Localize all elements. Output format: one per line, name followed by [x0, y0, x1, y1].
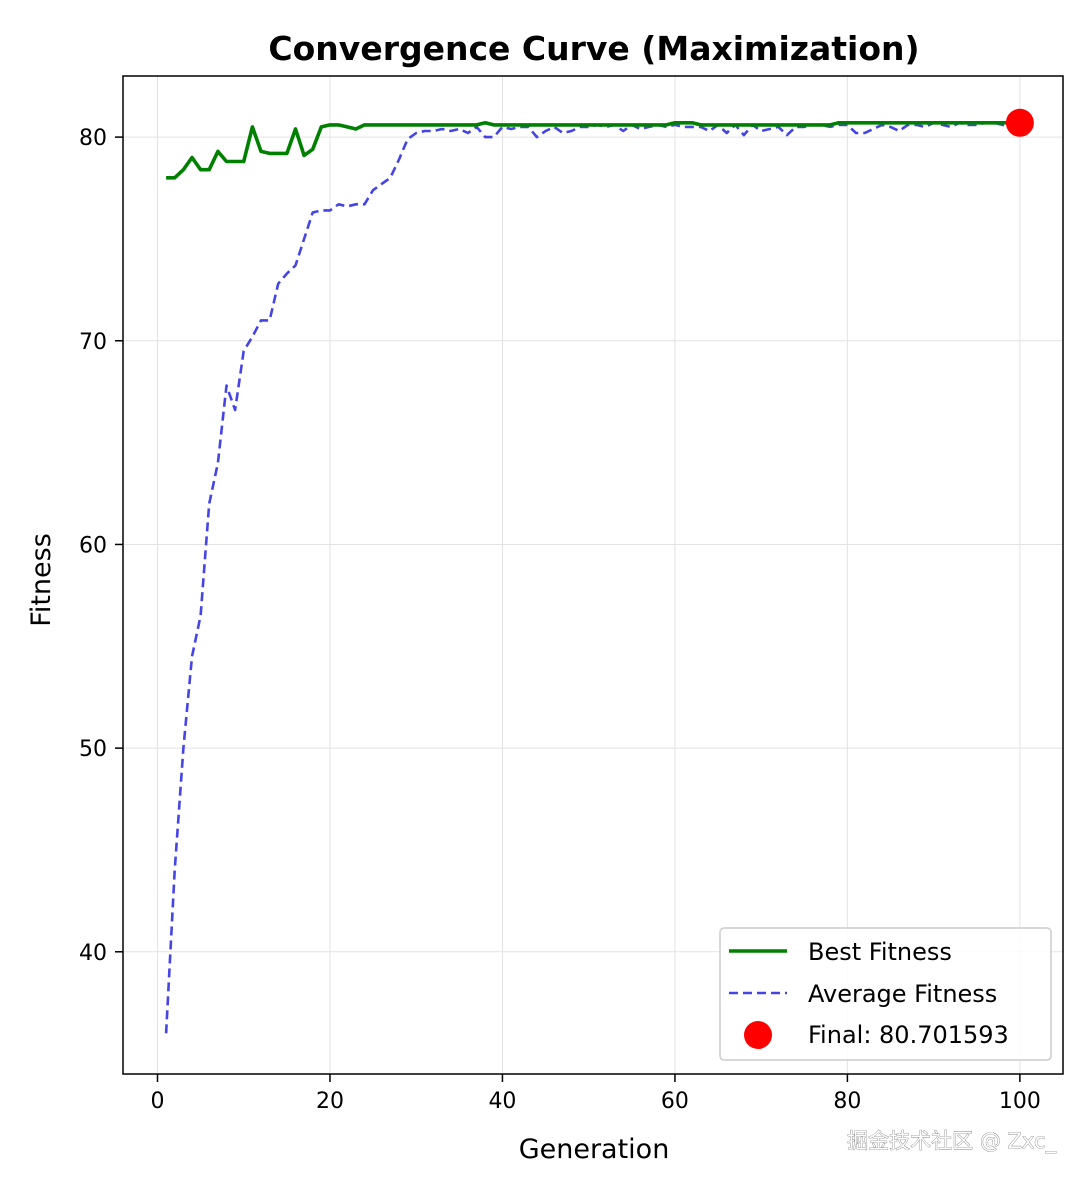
- x-axis-label: Generation: [519, 1134, 670, 1165]
- legend-label-average-fitness: Average Fitness: [808, 980, 997, 1008]
- y-tick-label: 50: [79, 737, 107, 762]
- legend-label-best-fitness: Best Fitness: [808, 938, 952, 966]
- y-tick-label: 60: [79, 533, 107, 558]
- y-axis-ticks: 40 50 60 70 80: [79, 126, 123, 966]
- series-line-average-fitness: [164, 121, 1021, 1034]
- final-point-marker: [1005, 108, 1034, 137]
- x-tick-label: 40: [488, 1089, 516, 1114]
- y-tick-label: 80: [79, 126, 107, 151]
- x-tick-label: 0: [150, 1089, 164, 1114]
- grid-lines: [123, 76, 1063, 1074]
- y-tick-label: 70: [79, 330, 107, 355]
- series-line-best-fitness: [166, 121, 1020, 180]
- legend-swatch-final-marker: [744, 1021, 772, 1049]
- x-tick-label: 20: [316, 1089, 344, 1114]
- y-axis-label: Fitness: [26, 533, 57, 627]
- legend: Best Fitness Average Fitness Final: 80.7…: [719, 927, 1052, 1061]
- x-tick-label: 80: [833, 1089, 861, 1114]
- y-tick-label: 40: [79, 941, 107, 966]
- x-tick-label: 100: [999, 1089, 1041, 1114]
- legend-label-final: Final: 80.701593: [808, 1021, 1009, 1049]
- legend-box: [719, 927, 1052, 1061]
- plot-frame: [122, 75, 1064, 1075]
- x-tick-label: 60: [661, 1089, 689, 1114]
- chart-title: Convergence Curve (Maximization): [268, 29, 919, 68]
- x-axis-ticks: 0 20 40 60 80 100: [150, 1074, 1041, 1114]
- plot-series: [164, 108, 1034, 1034]
- watermark: 掘金技术社区 @ Zxc_: [847, 1129, 1056, 1154]
